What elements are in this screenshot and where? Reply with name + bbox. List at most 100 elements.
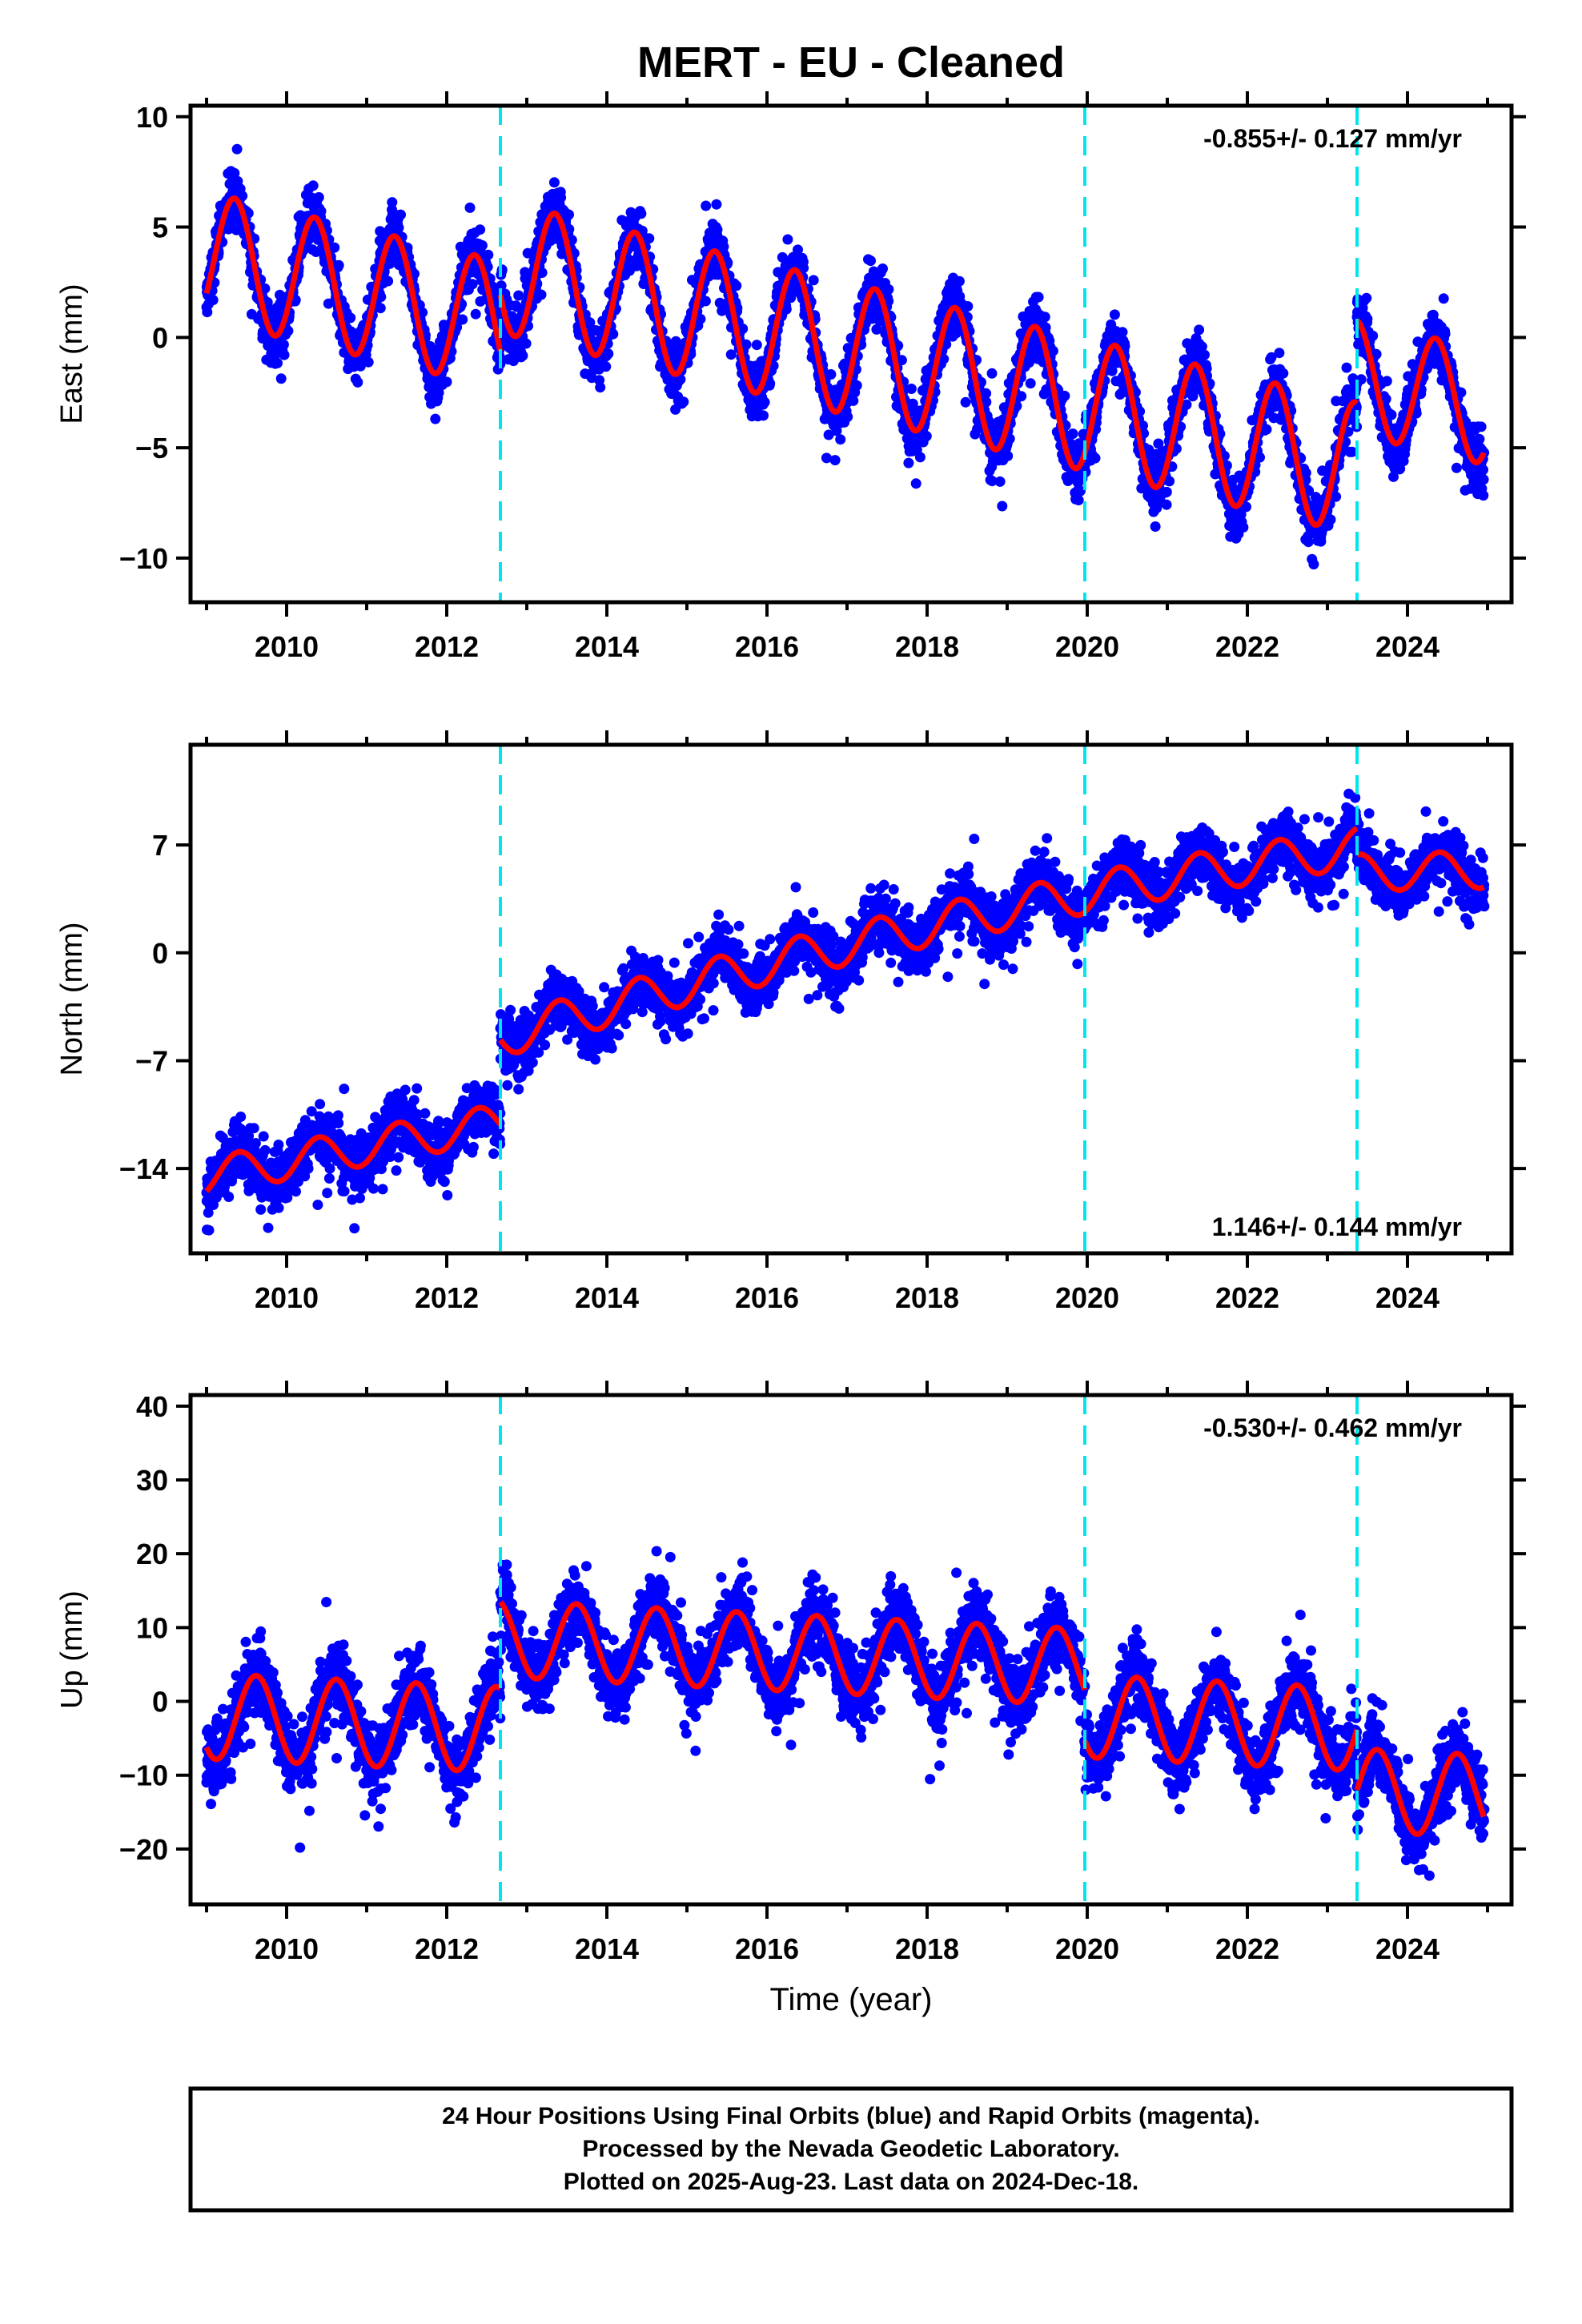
data-point (608, 328, 619, 340)
data-point (315, 206, 327, 217)
data-point (1303, 537, 1314, 548)
data-point (678, 396, 689, 408)
data-point (782, 234, 793, 245)
figure-title: MERT - EU - Cleaned (637, 38, 1065, 86)
data-point (1025, 378, 1036, 389)
data-point (1161, 499, 1172, 510)
data-point (675, 374, 686, 385)
data-point (962, 301, 974, 312)
data-point (731, 280, 742, 292)
data-point (564, 209, 574, 220)
data-point (229, 167, 240, 179)
data-point (1194, 324, 1205, 336)
data-point (470, 308, 481, 320)
data-points (201, 143, 1490, 570)
data-point (842, 412, 853, 422)
data-point (475, 224, 486, 235)
data-point (865, 255, 876, 267)
data-point (202, 307, 213, 318)
data-point (467, 279, 478, 290)
data-point (283, 325, 294, 336)
data-point (1331, 491, 1342, 502)
data-point (808, 275, 819, 286)
data-point (1073, 495, 1084, 505)
data-point (496, 264, 508, 275)
data-point (1238, 522, 1249, 533)
data-point (1150, 521, 1161, 532)
data-point (352, 376, 363, 388)
data-point (417, 307, 428, 318)
data-point (1002, 450, 1014, 461)
data-point (1381, 376, 1392, 387)
data-point (695, 313, 706, 324)
data-point (718, 241, 729, 252)
data-point (1033, 292, 1044, 303)
data-point (441, 376, 452, 388)
data-point (279, 349, 290, 360)
data-point (1261, 424, 1272, 435)
data-point (536, 289, 547, 300)
data-point (329, 242, 340, 253)
data-point (313, 191, 324, 203)
data-point (259, 283, 271, 294)
data-point (877, 263, 888, 274)
data-point (883, 283, 894, 295)
data-point (851, 380, 862, 391)
data-point (1039, 312, 1050, 323)
data-point (1367, 330, 1379, 341)
data-point (1278, 368, 1289, 379)
data-point (737, 324, 749, 334)
data-point (700, 296, 711, 307)
data-point (556, 192, 567, 203)
data-point (825, 369, 837, 380)
data-point (751, 340, 762, 351)
data-point (711, 199, 722, 210)
data-point (1067, 428, 1078, 440)
data-point (921, 431, 932, 442)
data-point (1090, 452, 1101, 464)
data-point (1325, 514, 1336, 525)
data-point (363, 356, 374, 368)
data-point (383, 275, 394, 287)
data-point (758, 410, 769, 421)
data-point (636, 208, 647, 219)
data-point (1199, 349, 1210, 360)
data-point (483, 249, 494, 260)
data-point (231, 143, 243, 155)
data-point (1361, 292, 1372, 304)
data-point (741, 339, 752, 350)
data-point (835, 434, 846, 445)
data-point (644, 233, 655, 244)
data-point (396, 209, 406, 220)
data-point (595, 382, 606, 393)
data-point (375, 292, 387, 303)
data-point (464, 202, 476, 213)
data-point (1438, 293, 1449, 304)
data-point (903, 457, 914, 468)
data-point (1274, 348, 1285, 359)
data-point (603, 348, 614, 360)
data-point (345, 312, 356, 324)
data-point (712, 224, 723, 235)
data-point (476, 240, 488, 251)
data-point (997, 501, 1008, 512)
data-point (986, 368, 998, 379)
data-point (725, 349, 737, 360)
data-point (536, 267, 548, 278)
data-point (237, 191, 248, 202)
data-point (600, 361, 612, 372)
data-point (393, 222, 404, 233)
data-point (457, 314, 468, 325)
data-point (994, 476, 1006, 487)
data-point (333, 259, 344, 271)
data-point (954, 275, 965, 287)
data-point (278, 339, 289, 350)
data-point (1161, 486, 1172, 497)
data-point (905, 384, 917, 394)
data-point (1059, 390, 1070, 401)
data-point (272, 357, 283, 368)
data-point (430, 413, 441, 424)
